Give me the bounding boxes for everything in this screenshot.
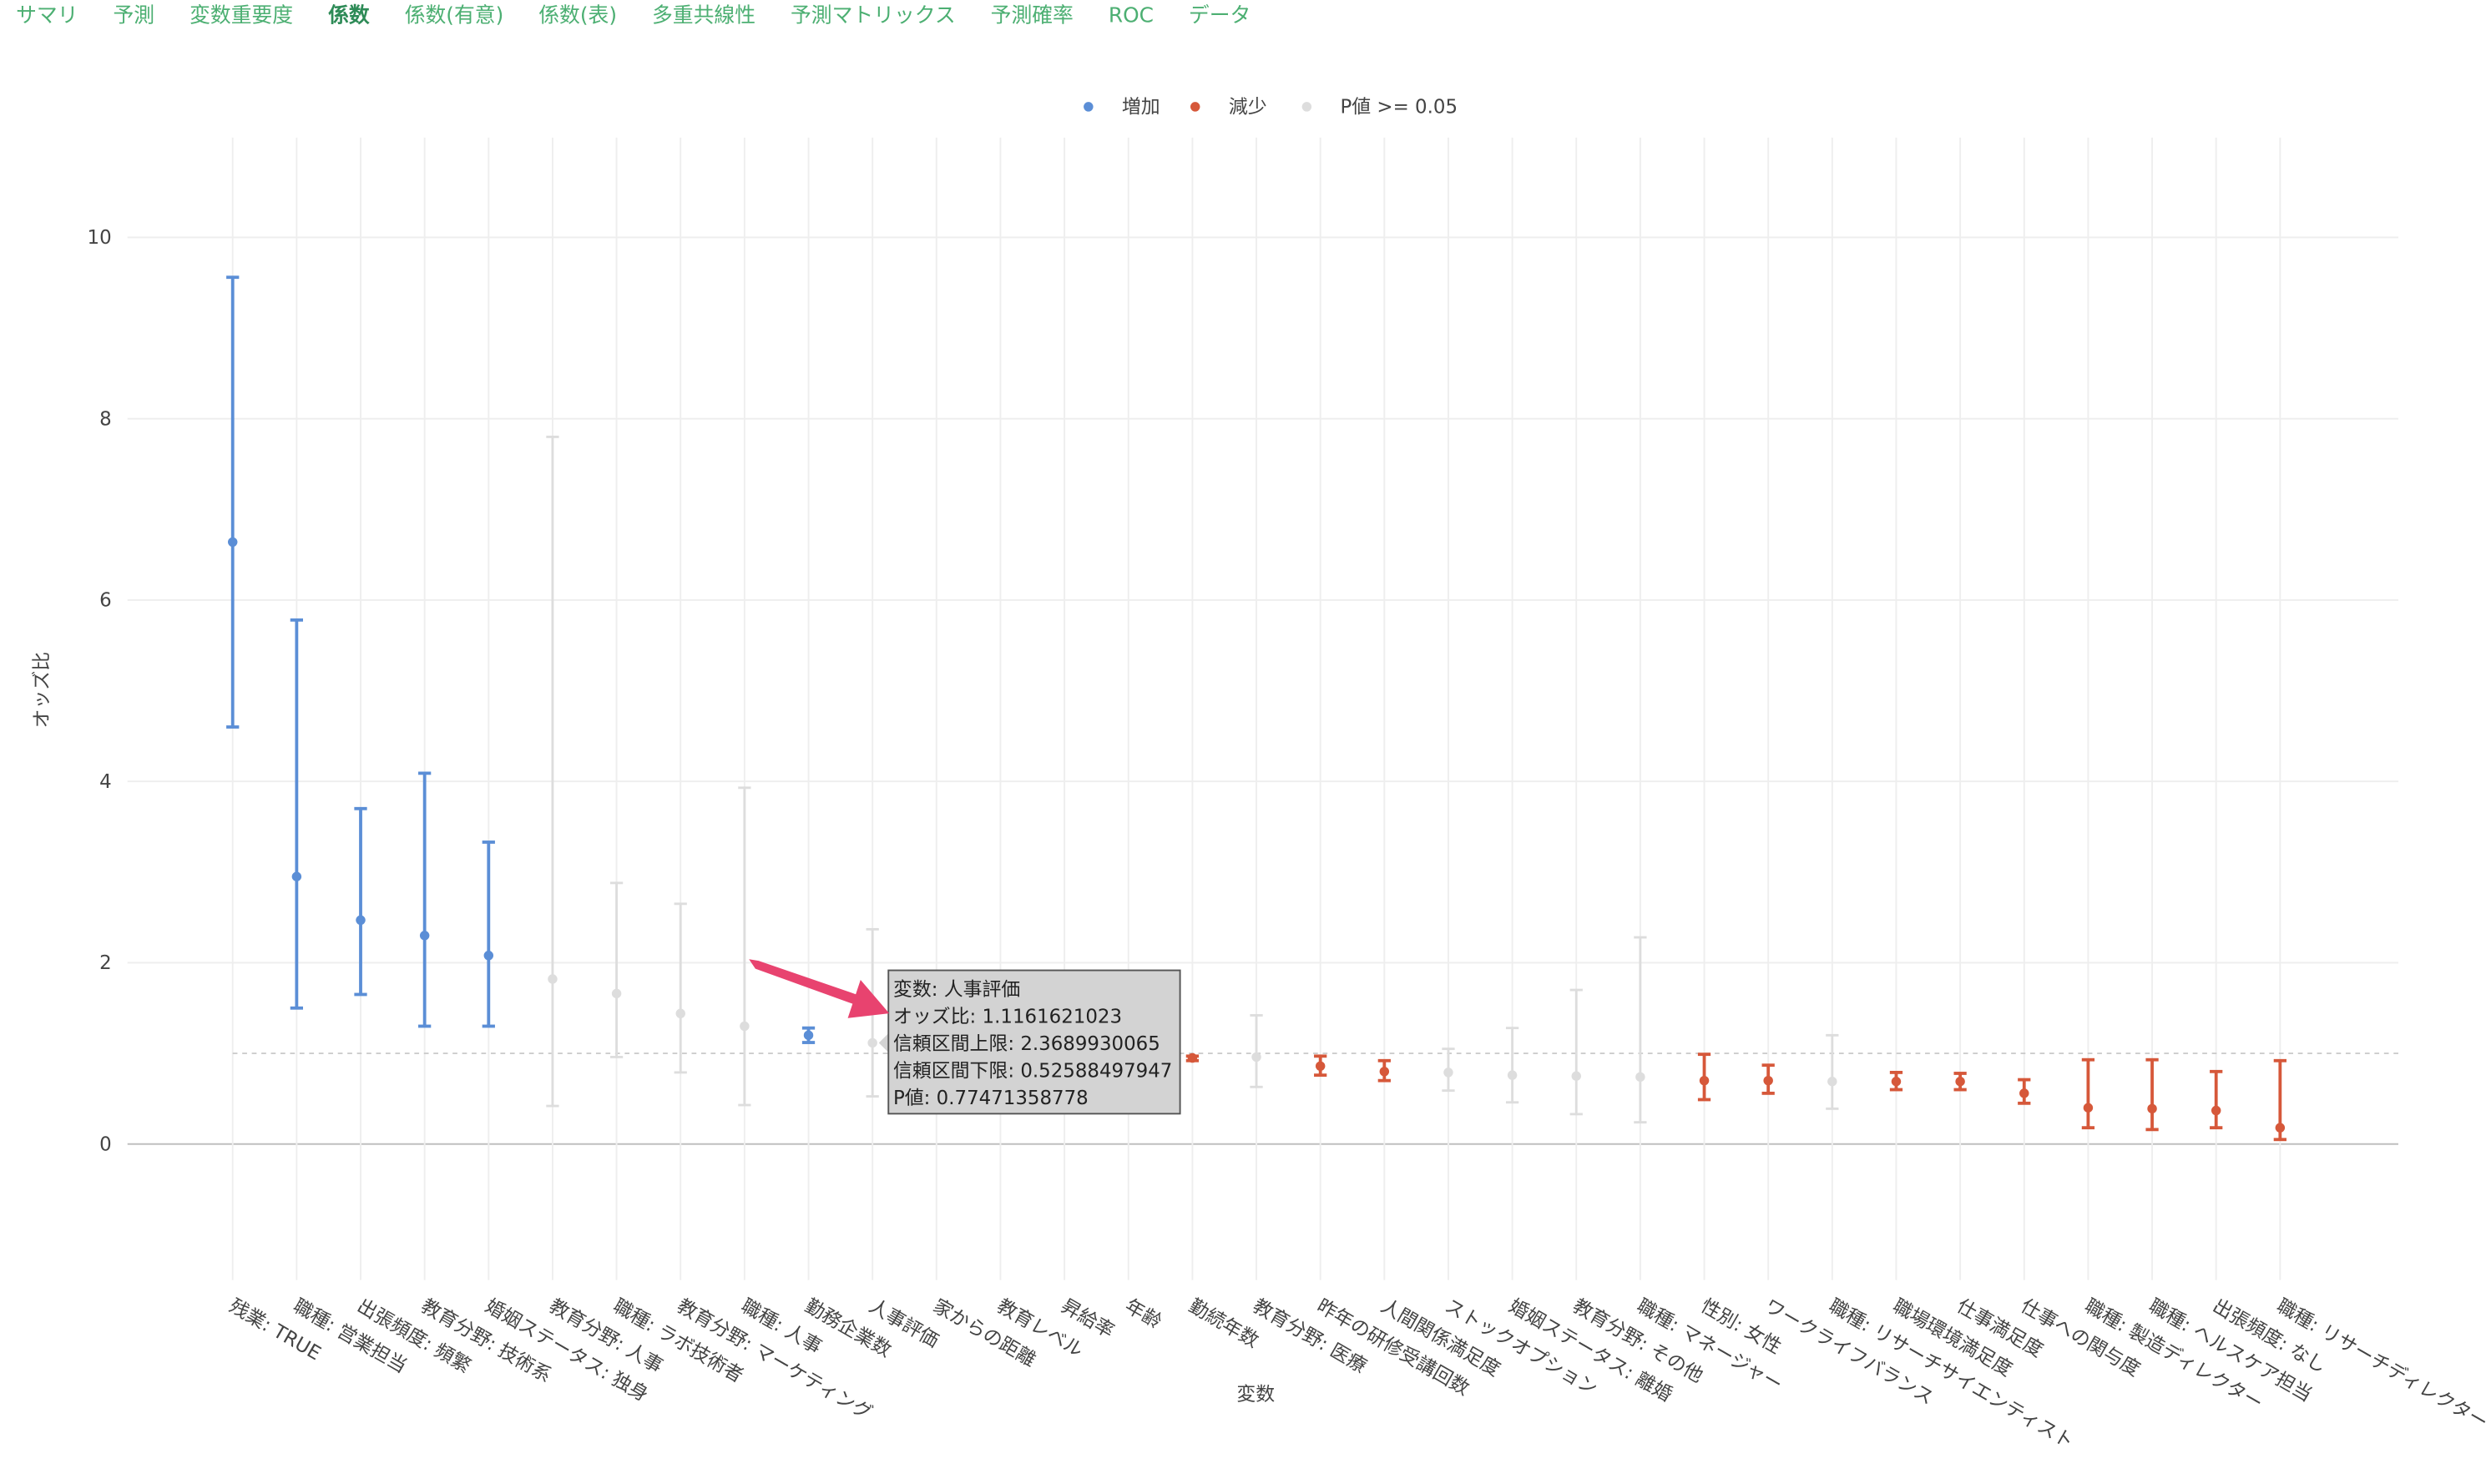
- point[interactable]: [1315, 1061, 1326, 1072]
- legend-label: 減少: [1229, 97, 1267, 119]
- point[interactable]: [1379, 1067, 1390, 1077]
- point[interactable]: [1507, 1070, 1518, 1080]
- point[interactable]: [291, 871, 302, 881]
- legend-label: 増加: [1122, 97, 1160, 119]
- tab[interactable]: 係数(有意): [405, 3, 504, 28]
- legend-marker: [1190, 102, 1200, 112]
- point[interactable]: [1443, 1068, 1453, 1078]
- x-axis-title: 変数: [1236, 1384, 1275, 1406]
- point[interactable]: [2019, 1088, 2029, 1098]
- point[interactable]: [867, 1037, 877, 1048]
- tooltip-pointer: [878, 1033, 889, 1052]
- tab[interactable]: 係数(表): [538, 3, 617, 28]
- tab[interactable]: 予測マトリックス: [791, 3, 956, 28]
- point[interactable]: [611, 988, 622, 999]
- y-tick-label: 2: [99, 952, 112, 974]
- point[interactable]: [2275, 1123, 2286, 1133]
- point[interactable]: [1571, 1071, 1581, 1081]
- point[interactable]: [548, 974, 558, 984]
- y-tick-label: 6: [99, 590, 112, 612]
- y-tick-label: 10: [88, 227, 112, 249]
- tab[interactable]: 変数重要度: [189, 3, 293, 28]
- tooltip-line: 変数: 人事評価: [893, 979, 1020, 1001]
- tooltip-line: 信頼区間上限: 2.3689930065: [893, 1033, 1160, 1055]
- tooltip-line: 信頼区間下限: 0.52588497947: [893, 1060, 1172, 1082]
- point[interactable]: [1187, 1052, 1198, 1063]
- point[interactable]: [2083, 1103, 2094, 1113]
- point[interactable]: [227, 537, 238, 548]
- tab[interactable]: データ: [1189, 3, 1251, 28]
- point[interactable]: [1827, 1077, 1837, 1087]
- legend-marker: [1084, 102, 1094, 112]
- tooltip-line: オッズ比: 1.1161621023: [893, 1007, 1122, 1028]
- point[interactable]: [1699, 1075, 1710, 1086]
- tab[interactable]: 予測確率: [991, 3, 1074, 28]
- point[interactable]: [483, 951, 494, 961]
- y-tick-label: 4: [99, 771, 112, 793]
- y-tick-label: 0: [99, 1133, 112, 1155]
- legend-label: P値 >= 0.05: [1340, 97, 1458, 119]
- x-tick-label: 勤続年数: [1185, 1295, 1262, 1352]
- point[interactable]: [803, 1030, 814, 1041]
- point[interactable]: [1763, 1075, 1773, 1086]
- tab[interactable]: 係数: [328, 3, 370, 28]
- point[interactable]: [1891, 1077, 1902, 1087]
- point[interactable]: [1635, 1072, 1645, 1083]
- tooltip-box: [887, 969, 1181, 1115]
- tab[interactable]: 多重共線性: [652, 3, 755, 28]
- y-tick-label: 8: [99, 408, 112, 430]
- annotation-arrow: [749, 959, 890, 1018]
- point[interactable]: [740, 1021, 750, 1032]
- y-axis-title: オッズ比: [31, 652, 53, 729]
- x-tick-label: 年齢: [1121, 1295, 1165, 1333]
- point[interactable]: [2211, 1105, 2221, 1116]
- point[interactable]: [356, 915, 366, 926]
- tab[interactable]: ROC: [1109, 3, 1154, 28]
- point[interactable]: [419, 931, 430, 941]
- tooltip-line: P値: 0.77471358778: [893, 1088, 1089, 1109]
- tab[interactable]: 予測: [114, 3, 155, 28]
- tab[interactable]: サマリ: [16, 3, 78, 28]
- point[interactable]: [1955, 1077, 1965, 1087]
- legend-marker: [1301, 102, 1312, 112]
- point[interactable]: [1251, 1052, 1261, 1063]
- point[interactable]: [2147, 1103, 2157, 1114]
- tab-bar: サマリ 予測 変数重要度 係数 係数(有意) 係数(表) 多重共線性 予測マトリックス 予測確率…: [16, 3, 1251, 28]
- point[interactable]: [675, 1008, 685, 1019]
